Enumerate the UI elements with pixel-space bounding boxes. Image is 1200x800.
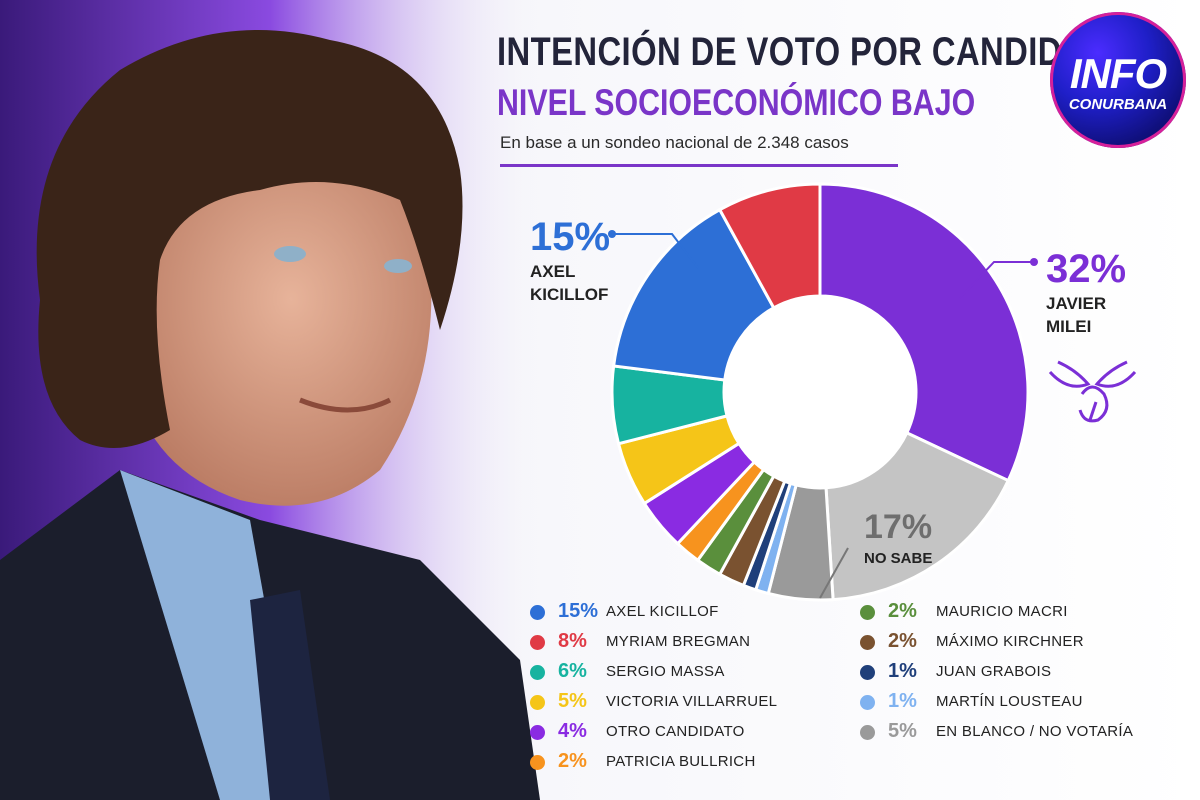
legend-percentage: 1%	[888, 660, 917, 682]
lion-emblem-icon	[1048, 360, 1137, 423]
info-conurbana-logo: INFO CONURBANA	[1050, 12, 1186, 148]
legend-percentage: 6%	[558, 660, 587, 682]
nosabe-callout-name: NO SABE	[864, 550, 932, 567]
necktie	[250, 590, 330, 800]
legend-percentage: 8%	[558, 630, 587, 652]
legend-candidate-name: MYRIAM BREGMAN	[606, 633, 751, 650]
header-divider	[500, 164, 898, 167]
legend-color-dot-icon	[860, 665, 875, 680]
legend-color-dot-icon	[530, 755, 545, 770]
donut-hole	[724, 296, 916, 488]
legend-percentage: 4%	[558, 720, 587, 742]
legend-percentage: 2%	[558, 750, 587, 772]
milei-callout-pct: 32%	[1046, 247, 1126, 291]
milei-callout-name-2: MILEI	[1046, 317, 1091, 336]
chart-title: INTENCIÓN DE VOTO POR CANDIDATO	[497, 30, 1130, 74]
legend-candidate-name: OTRO CANDIDATO	[606, 723, 745, 740]
left-eye	[274, 246, 306, 262]
legend-candidate-name: MÁXIMO KIRCHNER	[936, 633, 1084, 650]
legend-color-dot-icon	[530, 665, 545, 680]
legend-color-dot-icon	[530, 725, 545, 740]
mouth	[299, 397, 392, 413]
legend-color-dot-icon	[860, 695, 875, 710]
legend-candidate-name: MAURICIO MACRI	[936, 603, 1068, 620]
candidate-portrait	[0, 0, 540, 800]
donut-slices	[610, 182, 1030, 602]
nosabe-callout-pct: 17%	[864, 508, 932, 546]
kicillof-callout-pct: 15%	[530, 215, 610, 259]
kicillof-callout-name-2: KICILLOF	[530, 285, 608, 304]
legend-color-dot-icon	[860, 605, 875, 620]
legend-candidate-name: MARTÍN LOUSTEAU	[936, 693, 1083, 710]
nosabe-callout-line	[819, 547, 849, 599]
legend-candidate-name: JUAN GRABOIS	[936, 663, 1052, 680]
legend-candidate-name: AXEL KICILLOF	[606, 603, 719, 620]
logo-line1: INFO	[1069, 50, 1167, 97]
chart-subtitle: NIVEL SOCIOECONÓMICO BAJO	[497, 82, 976, 123]
legend-percentage: 2%	[888, 630, 917, 652]
legend-color-dot-icon	[530, 695, 545, 710]
right-eye	[384, 259, 412, 273]
sample-basis-text: En base a un sondeo nacional de 2.348 ca…	[500, 133, 849, 152]
shirt-collar	[120, 470, 300, 800]
legend-candidate-name: VICTORIA VILLARRUEL	[606, 693, 778, 710]
legend-candidate-name: PATRICIA BULLRICH	[606, 753, 756, 770]
legend-percentage: 5%	[888, 720, 917, 742]
kicillof-callout-line	[612, 233, 699, 269]
legend-percentage: 2%	[888, 600, 917, 622]
legend-color-dot-icon	[860, 725, 875, 740]
legend-color-dot-icon	[530, 605, 545, 620]
hair	[36, 30, 463, 448]
legend-candidate-name: SERGIO MASSA	[606, 663, 725, 680]
legend-color-dot-icon	[530, 635, 545, 650]
legend-color-dot-icon	[860, 635, 875, 650]
legend-percentage: 5%	[558, 690, 587, 712]
legend-percentage: 1%	[888, 690, 917, 712]
milei-callout-name-1: JAVIER	[1046, 294, 1106, 313]
logo-line2: CONURBANA	[1068, 96, 1168, 113]
milei-callout-line	[959, 261, 1034, 299]
legend-percentage: 15%	[558, 600, 599, 622]
legend-candidate-name: EN BLANCO / NO VOTARÍA	[936, 723, 1134, 740]
kicillof-callout-name-1: AXEL	[530, 262, 575, 281]
